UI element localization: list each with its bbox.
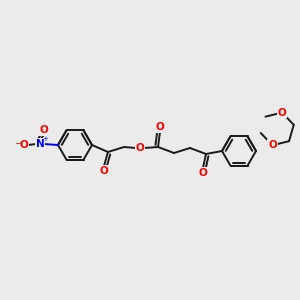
Text: O: O [20, 140, 28, 150]
Text: O: O [199, 168, 207, 178]
Text: O: O [268, 140, 277, 150]
Text: O: O [100, 166, 108, 176]
Text: N: N [36, 139, 44, 149]
Text: O: O [40, 125, 48, 135]
Text: −: − [14, 140, 22, 148]
Text: O: O [278, 108, 286, 118]
Text: +: + [42, 136, 48, 142]
Text: O: O [156, 122, 164, 132]
Text: O: O [136, 143, 144, 153]
